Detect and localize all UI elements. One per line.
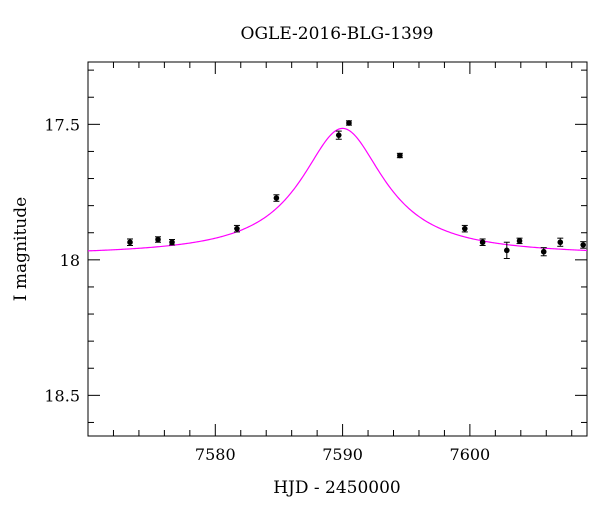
data-point xyxy=(503,241,510,259)
data-points-layer xyxy=(127,120,587,259)
data-marker xyxy=(169,239,175,246)
data-point xyxy=(479,238,486,246)
y-tick-label: 18.5 xyxy=(44,386,80,405)
model-curve-layer xyxy=(87,127,588,252)
data-marker xyxy=(273,195,280,201)
data-point xyxy=(540,247,547,257)
data-marker xyxy=(397,152,403,159)
data-marker xyxy=(516,238,523,244)
y-tick-label: 17.5 xyxy=(44,115,80,134)
data-marker xyxy=(127,239,133,246)
data-point xyxy=(169,239,176,246)
data-point xyxy=(580,241,587,249)
data-point xyxy=(273,194,280,202)
data-point xyxy=(335,130,342,140)
data-marker xyxy=(346,120,352,126)
y-axis-ticks xyxy=(88,69,587,423)
data-marker xyxy=(557,239,564,246)
data-marker xyxy=(234,225,240,232)
data-point xyxy=(233,224,240,233)
data-marker xyxy=(335,132,342,138)
plot-frame xyxy=(87,61,588,437)
y-axis-label: I magnitude xyxy=(11,197,31,301)
data-point xyxy=(396,152,403,159)
y-tick-label: 18 xyxy=(60,251,80,270)
x-axis-ticks xyxy=(87,62,573,436)
data-marker xyxy=(479,239,486,246)
x-tick-label: 7600 xyxy=(450,445,491,464)
x-tick-label: 7590 xyxy=(322,445,363,464)
x-axis-tick-labels: 7580 7590 7600 xyxy=(195,445,490,464)
data-point xyxy=(127,238,134,246)
chart-title: OGLE-2016-BLG-1399 xyxy=(241,24,434,44)
data-point xyxy=(155,236,162,243)
data-marker xyxy=(461,225,468,232)
data-point xyxy=(345,120,352,126)
data-marker xyxy=(540,248,547,255)
data-marker xyxy=(504,247,510,254)
data-point xyxy=(461,224,468,233)
y-axis-tick-labels: 17.5 18 18.5 xyxy=(44,115,80,405)
data-marker xyxy=(580,242,586,248)
data-marker xyxy=(155,236,161,243)
data-point xyxy=(516,237,523,245)
x-axis-label: HJD - 2450000 xyxy=(273,478,401,498)
data-point xyxy=(557,237,564,247)
model-curve xyxy=(87,127,588,252)
x-tick-label: 7580 xyxy=(195,445,236,464)
